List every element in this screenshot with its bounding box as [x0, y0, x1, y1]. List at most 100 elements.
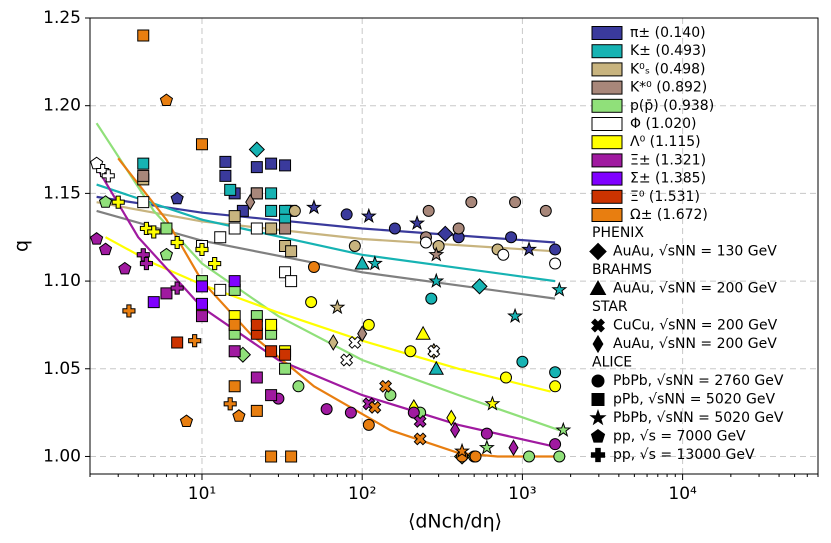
y-axis-label: q: [11, 240, 33, 252]
data-point: [224, 183, 237, 196]
data-point: [407, 406, 420, 419]
data-point: [305, 199, 322, 215]
data-point: [357, 325, 368, 343]
data-point: [208, 256, 222, 271]
data-point: [499, 371, 512, 384]
data-point: [122, 304, 136, 318]
y-tick-label: 1.15: [43, 183, 81, 203]
legend-label: Ξ⁰ (1.531): [630, 189, 700, 205]
data-point: [553, 450, 566, 463]
legend-label: AuAu, √sNN = 200 GeV: [613, 281, 777, 297]
data-point: [250, 222, 263, 235]
legend-label: AuAu, √sNN = 200 GeV: [613, 336, 777, 352]
data-point: [137, 29, 150, 42]
data-point: [160, 222, 173, 235]
data-point: [250, 187, 263, 200]
data-point: [307, 261, 320, 273]
data-point: [159, 247, 174, 261]
data-point: [549, 243, 562, 256]
data-point: [159, 93, 174, 107]
data-point: [469, 450, 482, 463]
data-point: [219, 155, 232, 168]
data-point: [348, 335, 362, 349]
data-point: [160, 287, 173, 300]
legend-swatch: [591, 80, 623, 95]
data-point: [450, 421, 461, 439]
data-point: [454, 442, 471, 458]
data-point: [465, 196, 478, 209]
data-point: [340, 208, 353, 221]
data-point: [228, 275, 241, 288]
x-tick-label: 10²: [348, 484, 376, 504]
data-point: [428, 272, 445, 288]
legend-swatch: [591, 117, 623, 131]
data-point: [245, 193, 256, 211]
legend-marker: [590, 447, 606, 463]
data-point: [409, 214, 426, 230]
data-point: [98, 195, 113, 208]
y-tick-label: 1.05: [43, 359, 81, 379]
data-point: [265, 450, 278, 463]
data-point: [288, 205, 301, 217]
data-point: [279, 362, 292, 375]
data-point: [471, 278, 488, 295]
data-point: [425, 292, 438, 305]
legend-swatch: [591, 153, 623, 168]
x-tick-label: 10¹: [188, 484, 216, 504]
data-point: [228, 345, 241, 358]
data-point: [265, 345, 278, 358]
data-point: [549, 380, 562, 393]
legend-group: PHENIX: [592, 225, 644, 241]
data-point: [285, 245, 298, 258]
data-point: [90, 232, 104, 245]
data-point: [507, 307, 524, 323]
data-point: [521, 241, 538, 257]
data-point: [228, 210, 241, 223]
data-point: [101, 169, 115, 183]
data-point: [432, 240, 445, 252]
data-point: [452, 222, 465, 235]
fit-line: [95, 122, 560, 432]
data-point: [484, 395, 501, 411]
data-point: [415, 325, 431, 340]
legend-label: p(p̄) (0.938): [630, 98, 714, 114]
data-point: [368, 400, 382, 414]
data-point: [516, 355, 529, 368]
data-point: [195, 280, 208, 293]
data-point: [551, 281, 568, 297]
data-point: [480, 427, 493, 440]
y-tick-label: 1.10: [43, 271, 81, 291]
y-tick-label: 1.20: [43, 96, 81, 116]
legend-swatch: [591, 208, 623, 222]
data-point: [228, 318, 241, 331]
legend-label: K⁰ₛ (0.498): [630, 61, 705, 77]
data-point: [446, 409, 457, 427]
legend-label: Σ± (1.385): [630, 171, 706, 187]
data-point: [422, 205, 435, 217]
data-point: [232, 409, 246, 422]
legend-marker: [589, 408, 607, 426]
axes: 1.00 1.05 1.10 1.15 1.20 1.25 10¹ 10² 10³ 10⁴: [43, 8, 819, 504]
legend-label: pPb, √sNN = 5020 GeV: [613, 392, 775, 408]
data-point: [188, 334, 202, 348]
legend-label: K± (0.493): [630, 43, 706, 59]
data-point: [118, 261, 132, 275]
legend-swatch: [591, 62, 623, 77]
data-point: [195, 297, 208, 310]
fit-line: [96, 209, 556, 300]
data-point: [214, 231, 227, 244]
legend-swatch: [591, 189, 623, 204]
fit-line: [95, 166, 560, 449]
data-point: [147, 225, 161, 239]
data-point: [265, 204, 278, 217]
legend-marker: [589, 279, 607, 295]
legend-label: π± (0.140): [630, 25, 706, 41]
data-point: [509, 196, 522, 209]
data-point: [250, 318, 263, 331]
legend-marker: [591, 374, 605, 388]
y-tick-label: 1.25: [43, 8, 81, 28]
data-point: [348, 240, 361, 252]
data-point: [505, 231, 518, 244]
data-point: [285, 275, 298, 288]
data-point: [139, 256, 153, 271]
